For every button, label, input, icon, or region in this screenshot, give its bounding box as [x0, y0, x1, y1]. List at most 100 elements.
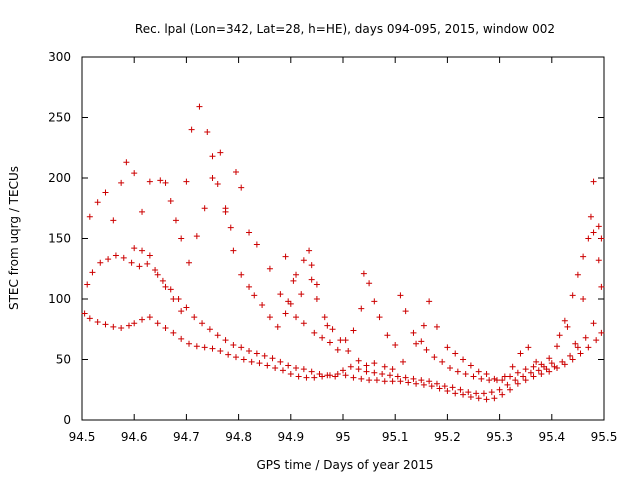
data-point-marker — [347, 363, 354, 370]
data-point-marker — [371, 369, 378, 376]
data-point-marker — [136, 263, 143, 270]
data-point-marker — [209, 153, 216, 160]
data-point-marker — [94, 318, 101, 325]
data-point-marker — [261, 352, 268, 359]
data-point-marker — [131, 245, 138, 252]
data-point-marker — [538, 361, 545, 368]
data-point-marker — [436, 385, 443, 392]
data-point-marker — [188, 126, 195, 133]
data-point-marker — [559, 358, 566, 365]
data-point-marker — [308, 262, 315, 269]
data-point-marker — [420, 322, 427, 329]
data-point-marker — [598, 329, 605, 336]
data-point-marker — [298, 291, 305, 298]
data-point-marker — [587, 213, 594, 220]
data-point-marker — [118, 179, 125, 186]
data-point-marker — [345, 348, 352, 355]
x-axis-label: GPS time / Days of year 2015 — [256, 458, 433, 472]
data-point-marker — [159, 277, 166, 284]
data-point-marker — [139, 208, 146, 215]
data-point-marker — [123, 159, 130, 166]
data-point-marker — [217, 348, 224, 355]
data-point-marker — [285, 362, 292, 369]
data-point-marker — [326, 339, 333, 346]
x-tick-label: 94.5 — [69, 430, 96, 444]
chart-title: Rec. lpal (Lon=342, Lat=28, h=HE), days … — [135, 22, 555, 36]
data-point-marker — [530, 373, 537, 380]
data-point-marker — [567, 352, 574, 359]
data-point-marker — [128, 259, 135, 266]
data-point-marker — [376, 314, 383, 321]
data-point-marker — [238, 344, 245, 351]
data-point-marker — [214, 332, 221, 339]
x-tick-label: 94.8 — [225, 430, 252, 444]
data-point-marker — [175, 296, 182, 302]
data-point-marker — [433, 380, 440, 387]
data-point-marker — [499, 391, 506, 398]
data-point-marker — [86, 213, 93, 220]
data-point-marker — [546, 355, 553, 362]
data-point-marker — [146, 314, 153, 321]
data-point-marker — [355, 357, 362, 364]
data-point-marker — [105, 256, 112, 263]
data-point-marker — [556, 332, 563, 339]
data-point-marker — [282, 253, 289, 260]
data-point-marker — [125, 322, 132, 329]
data-point-marker — [167, 197, 174, 204]
y-tick-label: 150 — [48, 232, 71, 246]
data-point-marker — [146, 178, 153, 185]
data-point-marker — [154, 320, 161, 327]
data-point-marker — [475, 395, 482, 402]
data-point-marker — [332, 373, 339, 380]
data-point-marker — [444, 344, 451, 351]
data-point-marker — [162, 179, 169, 186]
data-point-marker — [491, 375, 498, 382]
data-point-marker — [389, 378, 396, 385]
data-point-marker — [410, 375, 417, 382]
data-point-marker — [514, 380, 521, 387]
y-tick-label: 250 — [48, 111, 71, 125]
data-point-marker — [81, 310, 88, 317]
data-point-marker — [146, 252, 153, 259]
data-point-marker — [373, 377, 380, 384]
data-point-marker — [590, 229, 597, 236]
data-point-marker — [413, 340, 420, 347]
data-point-marker — [167, 286, 174, 293]
data-point-marker — [131, 320, 138, 327]
data-point-marker — [266, 314, 273, 321]
data-point-marker — [157, 177, 164, 184]
data-point-marker — [277, 291, 284, 298]
data-point-marker — [222, 337, 229, 344]
x-tick-label: 94.7 — [173, 430, 200, 444]
data-point-marker — [324, 372, 331, 379]
data-point-marker — [483, 396, 490, 403]
data-point-marker — [313, 296, 320, 302]
data-point-marker — [580, 253, 587, 260]
x-tick-label: 95.1 — [382, 430, 409, 444]
data-point-marker — [358, 305, 365, 312]
x-tick-label: 95.3 — [486, 430, 513, 444]
data-point-marker — [282, 310, 289, 317]
data-point-marker — [172, 217, 179, 224]
data-point-marker — [358, 375, 365, 382]
data-point-marker — [366, 280, 373, 287]
data-point-marker — [193, 233, 200, 240]
data-point-marker — [293, 271, 300, 278]
data-point-marker — [402, 374, 409, 381]
data-point-marker — [397, 292, 404, 299]
data-point-marker — [522, 377, 529, 384]
data-point-marker — [287, 371, 294, 378]
data-point-marker — [428, 383, 435, 390]
data-point-marker — [426, 378, 433, 385]
data-point-marker — [582, 334, 589, 341]
data-point-marker — [295, 373, 302, 380]
data-point-marker — [154, 271, 161, 278]
data-point-marker — [493, 377, 500, 384]
data-point-marker — [530, 363, 537, 370]
data-point-marker — [232, 354, 239, 361]
y-tick-labels: 0 50 100 150 200 250 300 — [48, 50, 71, 427]
data-point-marker — [483, 371, 490, 378]
data-point-marker — [418, 377, 425, 384]
data-point-marker — [379, 371, 386, 378]
